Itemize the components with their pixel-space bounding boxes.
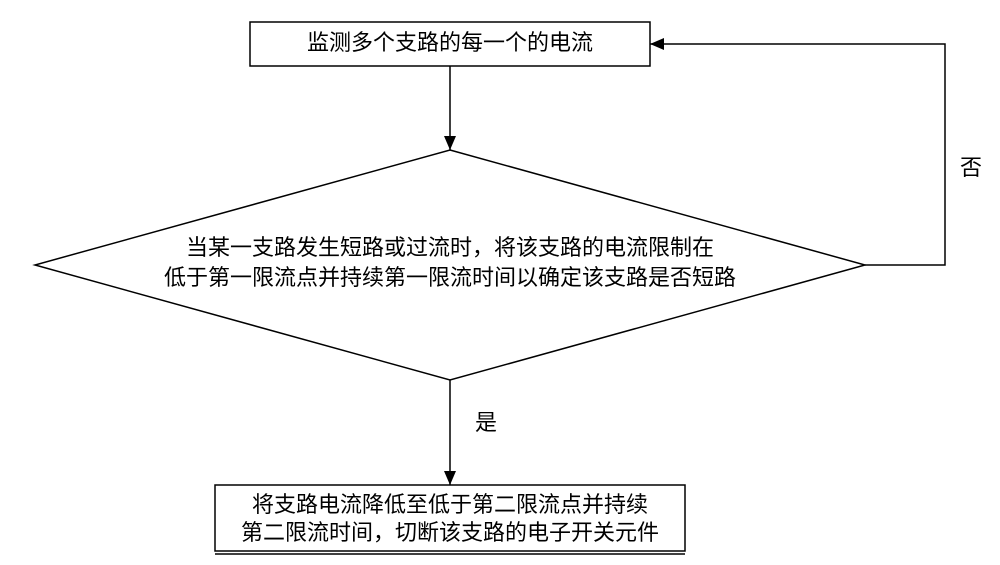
edge-line xyxy=(650,44,945,265)
edge-label-yes: 是 xyxy=(475,410,497,435)
node-monitor-current-label: 监测多个支路的每一个的电流 xyxy=(307,30,593,55)
edge-label-no: 否 xyxy=(960,155,982,180)
node-decision-label-line-0: 当某一支路发生短路或过流时，将该支路的电流限制在 xyxy=(186,235,714,260)
arrowhead xyxy=(444,471,456,485)
arrowhead xyxy=(444,136,456,150)
node-cut-switch-label-line-0: 将支路电流降低至低于第二限流点并持续 xyxy=(252,492,648,517)
node-decision-label-line-1: 低于第一限流点并持续第一限流时间以确定该支路是否短路 xyxy=(164,265,736,290)
node-cut-switch-label-line-1: 第二限流时间，切断该支路的电子开关元件 xyxy=(241,520,659,545)
arrowhead xyxy=(650,38,664,50)
